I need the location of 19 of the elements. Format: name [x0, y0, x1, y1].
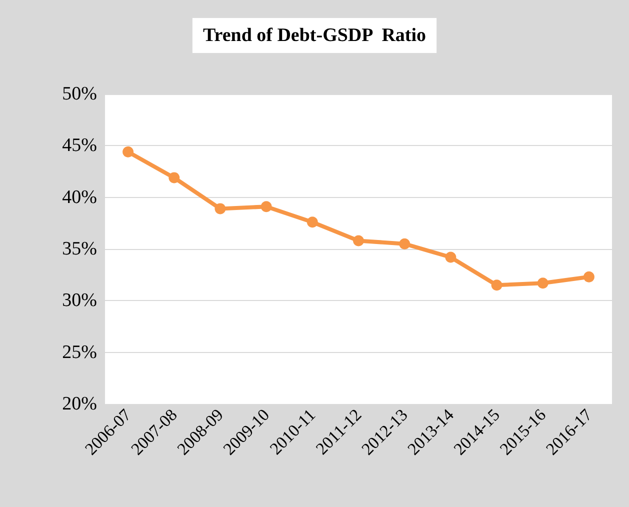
point	[122, 146, 134, 158]
y-tick-label: 40%	[62, 186, 98, 208]
point	[168, 172, 180, 184]
point	[491, 280, 502, 291]
y-tick-label: 20%	[62, 394, 98, 414]
point	[537, 278, 548, 289]
point	[214, 203, 226, 214]
point	[260, 201, 272, 212]
point	[353, 235, 364, 246]
point	[306, 216, 318, 228]
chart-title: Trend of Debt-GSDP Ratio	[202, 25, 426, 46]
y-tick-label: 35%	[62, 238, 98, 260]
y-tick-label: 25%	[62, 342, 98, 363]
y-tick-label: 30%	[62, 290, 98, 312]
y-tick-label: 50%	[62, 84, 98, 104]
point	[445, 252, 456, 263]
point	[583, 271, 594, 282]
point	[399, 238, 410, 250]
y-tick-label: 45%	[62, 135, 98, 156]
